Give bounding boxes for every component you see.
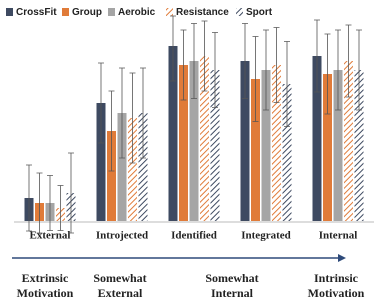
arrow-head <box>338 254 346 262</box>
error-bar <box>36 172 43 234</box>
error-bar <box>345 24 352 98</box>
bar <box>179 65 188 221</box>
error-bar <box>140 67 146 159</box>
legend-swatch <box>166 8 173 16</box>
error-bar <box>170 15 176 82</box>
error-bar <box>201 20 208 92</box>
bar <box>240 61 250 221</box>
motivation-label: Internal <box>211 286 254 300</box>
error-bar <box>335 29 341 111</box>
bar <box>107 131 116 221</box>
error-bar <box>273 27 280 103</box>
error-bar <box>98 62 104 144</box>
error-bar <box>242 23 248 99</box>
motivation-label: Extrinsic <box>22 271 69 285</box>
motivation-label: Somewhat <box>93 271 146 285</box>
error-bar <box>57 185 64 231</box>
motivation-label: External <box>98 286 143 300</box>
bar <box>210 70 220 221</box>
error-bar <box>212 32 218 108</box>
bar <box>344 61 353 221</box>
error-bar <box>108 90 115 172</box>
error-bar <box>68 152 74 234</box>
bar <box>168 46 178 221</box>
motivation-label: Motivation <box>17 286 74 300</box>
legend-label: CrossFit <box>16 7 57 18</box>
bar <box>96 103 106 221</box>
error-bar <box>129 72 136 164</box>
legend-label: Group <box>72 7 102 18</box>
bar <box>354 70 364 221</box>
motivation-label: Motivation <box>308 286 365 300</box>
legend-swatch <box>108 8 115 16</box>
bar <box>312 56 322 221</box>
bar <box>138 113 148 221</box>
x-tick-label: Identified <box>171 230 217 242</box>
legend-swatch <box>62 8 69 16</box>
bar <box>272 65 281 221</box>
motivation-label: Intrinsic <box>314 271 359 285</box>
x-tick-label: Introjected <box>96 230 148 242</box>
bar <box>333 70 343 221</box>
bar <box>200 56 209 221</box>
bar <box>323 74 332 221</box>
x-tick-label: Internal <box>319 230 358 242</box>
error-bar <box>314 19 320 93</box>
error-bar <box>284 41 290 127</box>
bar <box>128 118 137 221</box>
error-bar <box>119 67 125 159</box>
error-bar <box>180 29 187 101</box>
legend-label: Sport <box>246 7 273 18</box>
motivation-label: Somewhat <box>205 271 258 285</box>
legend-swatch <box>236 8 243 16</box>
bar <box>251 79 260 221</box>
error-bar <box>356 29 362 111</box>
error-bar <box>324 33 331 115</box>
error-bar <box>252 36 259 122</box>
legend-swatch <box>6 8 13 16</box>
x-tick-label: External <box>30 230 71 242</box>
bar <box>282 84 292 221</box>
error-bar <box>26 164 32 232</box>
bar <box>117 113 127 221</box>
error-bar <box>191 23 197 99</box>
x-tick-label: Integrated <box>241 230 291 242</box>
bar <box>261 70 271 221</box>
legend-label: Aerobic <box>118 7 156 18</box>
error-bar <box>47 175 53 231</box>
error-bar <box>263 29 269 111</box>
legend-label: Resistance <box>176 7 229 18</box>
bar <box>189 61 199 221</box>
